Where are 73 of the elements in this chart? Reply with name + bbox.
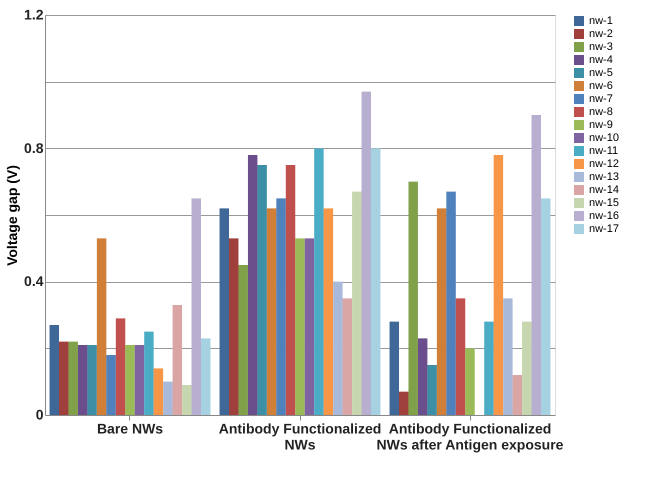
bar [266, 208, 276, 415]
bar [87, 345, 97, 415]
bar [314, 148, 324, 415]
legend-label: nw-5 [589, 67, 613, 79]
legend-label: nw-12 [589, 158, 619, 170]
legend-label: nw-1 [589, 15, 613, 27]
bar [286, 165, 296, 415]
legend-label: nw-15 [589, 197, 619, 209]
bar [154, 368, 164, 415]
legend-label: nw-9 [589, 119, 613, 131]
legend-label: nw-13 [589, 171, 619, 183]
bar [494, 155, 504, 415]
bar [362, 92, 371, 415]
bar [484, 322, 494, 415]
bar [144, 332, 154, 415]
bar [116, 318, 126, 415]
legend-label: nw-4 [589, 54, 613, 66]
bar [427, 365, 437, 415]
legend-label: nw-16 [589, 210, 619, 222]
y-tick-label: 0.4 [24, 273, 44, 290]
bar [456, 298, 466, 415]
bar [324, 208, 334, 415]
bar [436, 208, 446, 415]
bar [50, 325, 60, 415]
bar [106, 355, 116, 415]
bar [276, 198, 286, 415]
bar [408, 182, 418, 415]
legend-label: nw-11 [589, 145, 618, 157]
legend-label: nw-7 [589, 93, 613, 105]
bar [257, 165, 267, 415]
bar [418, 338, 428, 415]
bar [399, 392, 408, 415]
bar [238, 265, 248, 415]
bar [342, 298, 352, 415]
bar [352, 192, 362, 415]
bar [182, 385, 192, 415]
legend-label: nw-8 [589, 106, 613, 118]
x-tick-label: Bare NWs [96, 420, 164, 436]
bar [295, 238, 305, 415]
bar [59, 342, 68, 415]
bar [512, 375, 522, 415]
bar [503, 298, 513, 415]
bar [333, 282, 343, 415]
legend-label: nw-14 [589, 184, 619, 196]
bar [220, 208, 230, 415]
legend-label: nw-2 [589, 28, 613, 40]
y-axis-title: Voltage gap (V) [4, 165, 20, 266]
legend-label: nw-10 [589, 132, 619, 144]
legend-label: nw-3 [589, 41, 613, 53]
bar [446, 192, 456, 415]
bar [540, 198, 550, 415]
bar [229, 238, 238, 415]
bar [390, 322, 400, 415]
bar [134, 345, 144, 415]
bar [532, 115, 541, 415]
y-tick-label: 0.8 [24, 140, 44, 156]
bar [125, 345, 135, 415]
bar [304, 238, 314, 415]
bar [78, 345, 88, 415]
bar [163, 382, 173, 415]
bar [96, 238, 106, 415]
bar [522, 322, 532, 415]
bar [465, 348, 475, 415]
bar [172, 305, 182, 415]
bar [200, 338, 210, 415]
y-tick-label: 1.2 [24, 6, 44, 22]
bar [192, 198, 201, 415]
bar [248, 155, 258, 415]
y-tick-label: 0 [36, 406, 44, 422]
bar [68, 342, 78, 415]
bar [370, 148, 380, 415]
legend-label: nw-6 [589, 80, 613, 92]
legend-label: nw-17 [589, 223, 619, 235]
